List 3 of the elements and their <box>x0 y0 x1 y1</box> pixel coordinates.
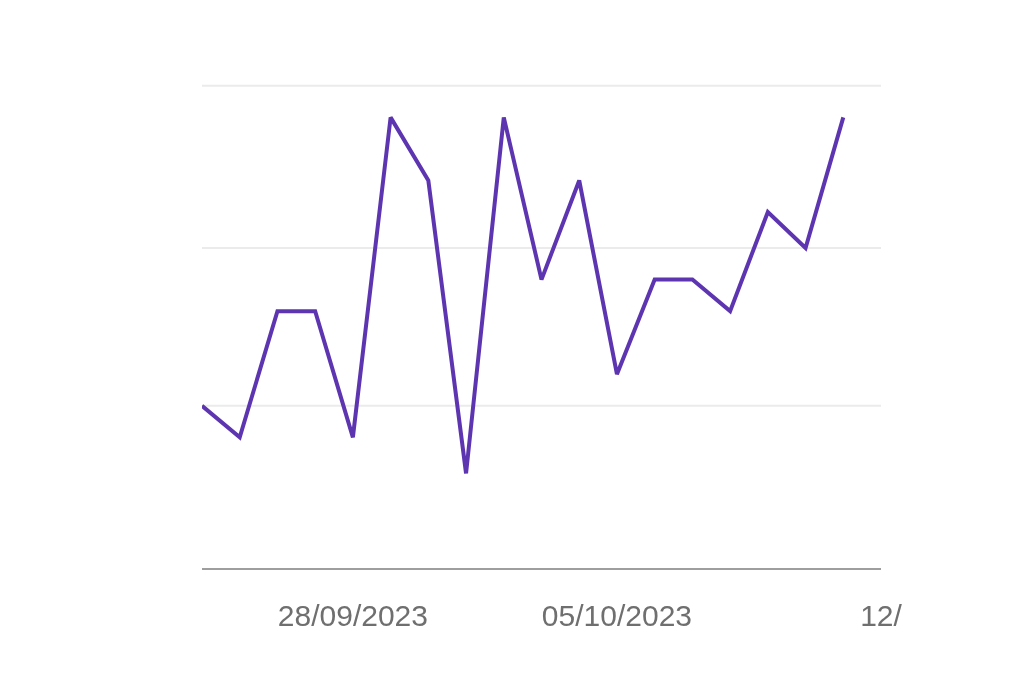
x-tick-label: 12/ <box>860 599 903 632</box>
x-tick-label: 05/10/2023 <box>541 599 693 632</box>
x-tick-label: 28/09/2023 <box>277 599 428 632</box>
